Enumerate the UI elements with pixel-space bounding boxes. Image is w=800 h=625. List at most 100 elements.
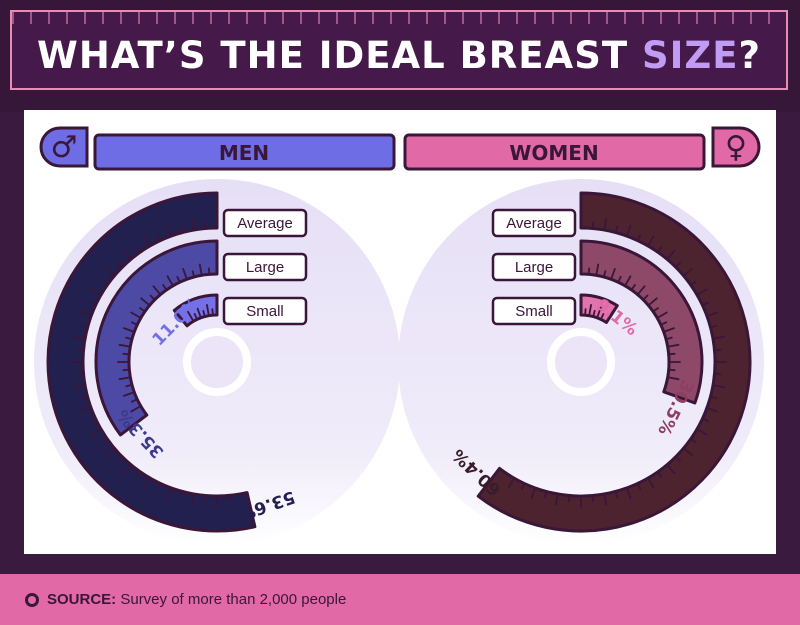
women-tick-average [674,455,681,462]
women-tick-average [709,324,718,329]
women-tick-average [666,250,676,261]
women-legend-label-average: Average [506,215,562,232]
men-tick-small [202,309,206,318]
female-symbol-icon: ♀ [725,130,747,165]
women-tick-average [656,246,663,254]
men-tick-large [122,368,131,372]
women-tick-average [507,477,515,489]
men-tick-average [101,437,109,444]
women-arc-average [476,191,752,533]
women-legend-label-small: Small [515,303,553,320]
men-tick-large [182,268,188,281]
women-tick-average [674,262,681,269]
women-header-label: WOMEN [509,141,598,165]
women-tick-large [659,321,668,326]
women-tick-average [591,494,595,503]
women-tick-large [636,285,646,296]
women-legend-box-large [491,252,577,282]
women-tick-average [712,384,725,389]
women-tick-large [602,270,607,278]
men-tick-average [135,470,142,478]
women-legend-box-average [491,208,577,238]
women-tick-average [689,437,697,444]
women-tick-average [706,311,719,318]
women-tick-average [567,494,571,503]
women-tick-large [595,263,600,277]
men-tick-small [211,308,214,317]
men-legend-box-large [222,252,308,282]
men-tick-large [162,284,168,291]
men-tick-average [166,224,173,237]
women-center-hole [547,328,615,396]
women-tick-average [520,482,526,490]
men-tick-average [203,494,207,503]
men-tick-large [198,263,203,277]
ruler-ticks [12,12,786,24]
men-tick-large [130,311,142,319]
female-symbol-icon-badge [711,126,761,168]
men-tick-average [179,490,184,499]
men-tick-average [190,493,195,506]
men-tick-small [196,306,202,319]
men-tick-average [135,246,142,254]
men-tick-average [76,372,85,376]
women-tick-average [614,490,619,499]
men-tick-average [203,221,207,230]
male-symbol-icon-badge [39,126,89,168]
men-tick-small [187,310,195,323]
men-tick-large [191,270,196,278]
source-bullet-icon [25,593,39,607]
men-center-hole [183,328,251,396]
women-tick-large [610,268,616,281]
women-tick-average [530,487,537,500]
men-tick-average [80,395,89,400]
men-tick-large [130,321,139,326]
male-symbol-icon: ♂ [51,130,78,165]
women-tick-average [682,267,693,277]
men-tick-large [139,307,146,313]
men-tick-average [73,335,86,340]
men-tick-large [166,275,174,287]
men-tick-average [179,225,184,234]
women-tick-average [554,493,559,506]
women-tick-average [603,493,608,506]
men-tick-large [125,336,133,341]
men-arc-small [172,293,219,328]
men-tick-average [156,482,162,490]
women-tick-average [647,235,655,247]
men-tick-large [118,376,132,381]
men-tick-average [156,234,162,242]
source-text: SOURCE: Survey of more than 2,000 people [47,591,347,608]
women-tick-average [625,224,632,237]
women-tick-large [666,376,680,381]
men-tick-large [140,297,151,307]
men-tick-average [105,447,116,457]
men-tick-average [101,280,109,287]
men-tick-average [79,406,92,413]
men-header-bar [93,133,396,171]
men-legend-box-average [222,208,308,238]
women-tick-small [588,303,592,317]
men-tick-large [207,267,211,276]
women-tick-large [630,284,636,291]
women-legend-box-small [491,296,577,326]
men-tick-small [193,313,199,321]
men-tick-large [123,391,136,397]
women-tick-large [617,275,622,284]
men-legend-label-average: Average [237,215,293,232]
men-tick-large [176,275,181,284]
men-tick-large [125,383,133,388]
women-tick-large [652,307,659,313]
women-legend-label-large: Large [515,259,553,276]
men-tick-large [130,405,142,413]
women-tick-small [599,313,605,321]
women-tick-large [656,311,668,319]
women-tick-small [584,308,587,317]
women-tick-average [713,372,722,376]
women-tick-average [636,234,642,242]
men-tick-small [206,303,210,317]
men-tick-average [89,301,97,307]
women-tick-large [666,343,680,348]
men-legend-label-large: Large [246,259,284,276]
men-tick-average [117,262,124,269]
